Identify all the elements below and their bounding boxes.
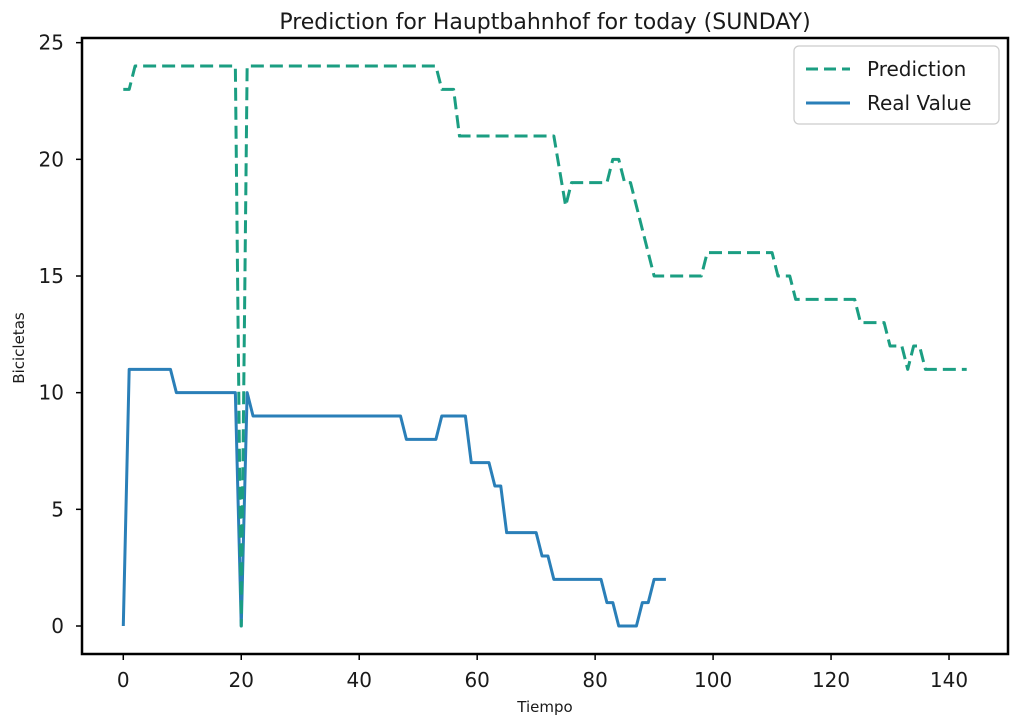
x-tick-label: 0 bbox=[117, 668, 130, 692]
x-tick-label: 60 bbox=[464, 668, 489, 692]
x-tick-label: 100 bbox=[694, 668, 732, 692]
series-layer bbox=[121, 64, 967, 628]
x-tick-label: 20 bbox=[229, 668, 254, 692]
y-tick-label: 25 bbox=[39, 31, 64, 55]
legend: Prediction Real Value bbox=[793, 45, 1000, 125]
legend-label-real-value: Real Value bbox=[867, 91, 971, 115]
y-axis: 0 5 10 15 20 25 bbox=[39, 31, 82, 638]
chart-title: Prediction for Hauptbahnhof for today (S… bbox=[279, 10, 810, 35]
y-tick-label: 5 bbox=[51, 497, 64, 521]
y-tick-label: 0 bbox=[51, 614, 64, 638]
x-tick-label: 140 bbox=[930, 668, 968, 692]
series-line-prediction bbox=[123, 64, 967, 628]
plot-frame bbox=[80, 36, 1010, 656]
y-tick-label: 20 bbox=[39, 147, 64, 171]
x-tick-label: 40 bbox=[346, 668, 371, 692]
x-axis-label: Tiempo bbox=[516, 698, 572, 716]
y-axis-label: Bicicletas bbox=[10, 312, 28, 384]
plot-area bbox=[80, 36, 1010, 656]
series-line-real-value bbox=[121, 367, 666, 628]
x-axis: 0 20 40 60 80 100 120 140 bbox=[117, 654, 968, 692]
x-tick-label: 120 bbox=[812, 668, 850, 692]
y-tick-label: 10 bbox=[39, 381, 64, 405]
legend-label-prediction: Prediction bbox=[867, 57, 966, 81]
y-tick-label: 15 bbox=[39, 264, 64, 288]
x-tick-label: 80 bbox=[582, 668, 607, 692]
